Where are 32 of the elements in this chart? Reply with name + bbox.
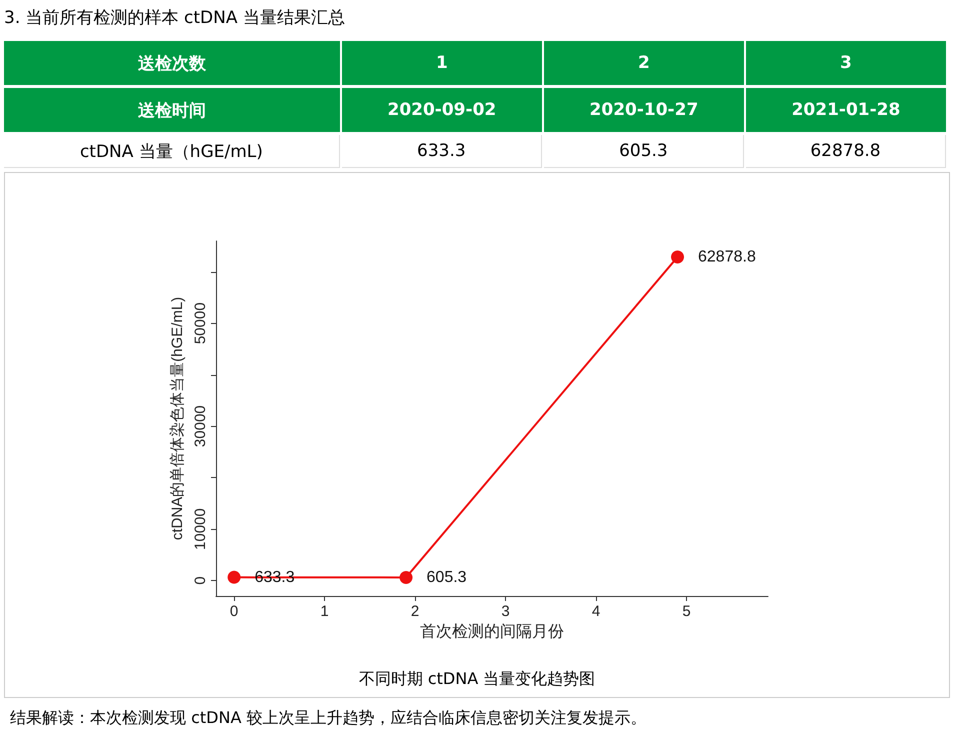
text: 2021-01-28 — [746, 88, 946, 132]
x-tick-label: 3 — [501, 603, 510, 620]
text: 633.3 — [342, 135, 542, 168]
text: 1 — [342, 41, 542, 85]
y-axis-title: ctDNA的单倍体染色体当量(hGE/mL) — [169, 296, 186, 540]
point — [400, 570, 413, 584]
y-tick-label: 50000 — [192, 302, 209, 344]
x-axis-title: 首次检测的间隔月份 — [420, 622, 564, 640]
y-tick-label: 0 — [192, 576, 209, 585]
point — [671, 250, 684, 264]
x-tick-label: 2 — [410, 603, 420, 620]
text: 结果解读：本次检测发现 ctDNA 较上次呈上升趋势，应结合临床信息密切关注复发提示。 — [10, 708, 646, 729]
text: 送检时间 — [4, 88, 340, 132]
x-tick-label: 4 — [592, 603, 600, 620]
y-tick-label: 30000 — [192, 405, 209, 448]
data-label: 605.3 — [426, 568, 467, 586]
text: ctDNA 当量（hGE/mL) — [4, 135, 340, 168]
text: 3. 当前所有检测的样本 ctDNA 当量结果汇总 — [4, 7, 346, 30]
data-label: 62878.8 — [698, 248, 756, 266]
text: 送检次数 — [4, 41, 340, 85]
text: 2020-10-27 — [544, 88, 744, 132]
text: 2020-09-02 — [342, 88, 542, 132]
text: 62878.8 — [746, 135, 946, 168]
text: 不同时期 ctDNA 当量变化趋势图 — [358, 669, 596, 690]
text: 3 — [746, 41, 946, 85]
text: 605.3 — [544, 135, 744, 168]
x-tick-label: 5 — [682, 603, 691, 620]
x-tick-label: 1 — [320, 603, 329, 620]
text: 2 — [544, 41, 744, 85]
y-tick-label: 10000 — [192, 508, 209, 550]
point — [228, 570, 241, 584]
x-tick-label: 0 — [230, 603, 238, 620]
